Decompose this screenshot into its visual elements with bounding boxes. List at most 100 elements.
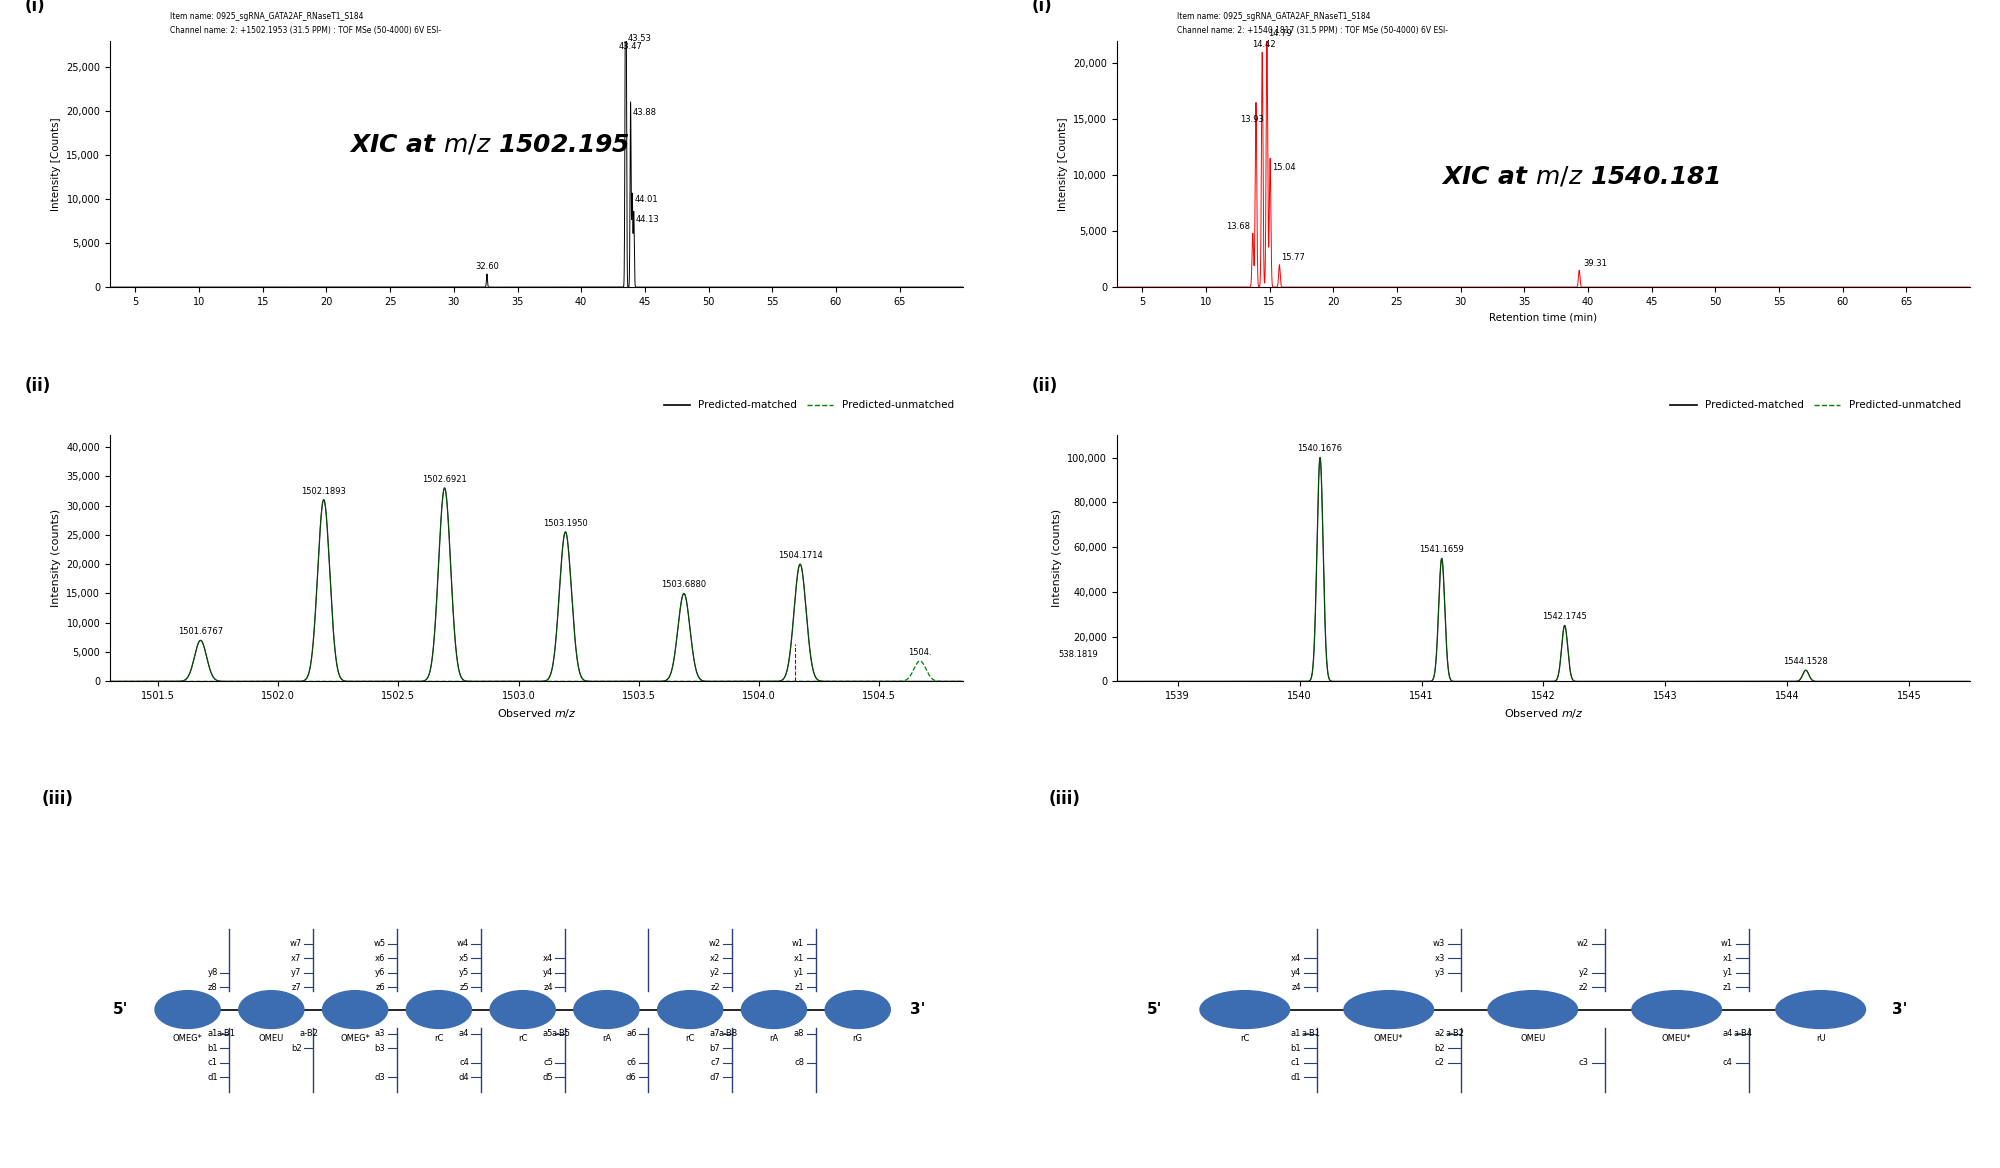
Text: d7: d7 — [710, 1072, 720, 1082]
Text: b1: b1 — [1290, 1044, 1300, 1052]
Text: d4: d4 — [458, 1072, 470, 1082]
Text: b2: b2 — [1434, 1044, 1444, 1052]
Circle shape — [1488, 990, 1578, 1029]
Text: a4: a4 — [1722, 1029, 1732, 1038]
Text: OMEU: OMEU — [258, 1034, 284, 1043]
Text: b7: b7 — [710, 1044, 720, 1052]
Text: z7: z7 — [292, 982, 302, 992]
Text: 15.04: 15.04 — [1272, 162, 1296, 172]
Circle shape — [658, 990, 722, 1029]
Text: 13.93: 13.93 — [1240, 114, 1264, 124]
Text: b2: b2 — [290, 1044, 302, 1052]
Text: 1501.6767: 1501.6767 — [178, 627, 224, 637]
Text: w1: w1 — [1720, 939, 1732, 948]
Text: 43.47: 43.47 — [618, 42, 642, 51]
Text: Channel name: 2: +1540.1817 (31.5 PPM) : TOF MSe (50-4000) 6V ESI-: Channel name: 2: +1540.1817 (31.5 PPM) :… — [1176, 27, 1448, 35]
Text: a3: a3 — [374, 1029, 386, 1038]
Text: 1502.6921: 1502.6921 — [422, 475, 466, 484]
Y-axis label: Intensity [Counts]: Intensity [Counts] — [1058, 117, 1068, 210]
Text: rA: rA — [770, 1034, 778, 1043]
Text: 1541.1659: 1541.1659 — [1420, 544, 1464, 554]
Text: z4: z4 — [544, 982, 552, 992]
Legend: Predicted-matched, Predicted-unmatched: Predicted-matched, Predicted-unmatched — [1666, 396, 1964, 415]
Text: OMEG*: OMEG* — [172, 1034, 202, 1043]
Text: 13.68: 13.68 — [1226, 222, 1250, 231]
Circle shape — [1776, 990, 1866, 1029]
Circle shape — [154, 990, 220, 1029]
Text: w5: w5 — [374, 939, 386, 948]
Text: w2: w2 — [1576, 939, 1588, 948]
Text: z1: z1 — [794, 982, 804, 992]
Text: (ii): (ii) — [1032, 377, 1058, 395]
Y-axis label: Intensity (counts): Intensity (counts) — [1052, 509, 1062, 607]
Text: x7: x7 — [292, 954, 302, 962]
Text: b1: b1 — [208, 1044, 218, 1052]
Text: OMEG*: OMEG* — [340, 1034, 370, 1043]
Text: w7: w7 — [290, 939, 302, 948]
Text: y3: y3 — [1434, 968, 1444, 978]
Text: a7: a7 — [710, 1029, 720, 1038]
Text: (iii): (iii) — [1048, 791, 1080, 808]
Text: c2: c2 — [1434, 1058, 1444, 1068]
Text: z4: z4 — [1292, 982, 1300, 992]
Text: d3: d3 — [374, 1072, 386, 1082]
Text: 14.42: 14.42 — [1252, 40, 1276, 49]
Text: w3: w3 — [1432, 939, 1444, 948]
Text: 39.31: 39.31 — [1582, 259, 1606, 269]
Circle shape — [490, 990, 556, 1029]
Text: 1504.: 1504. — [908, 648, 932, 656]
Text: 1544.1528: 1544.1528 — [1784, 656, 1828, 666]
Text: y6: y6 — [374, 968, 386, 978]
Text: y7: y7 — [292, 968, 302, 978]
Text: c7: c7 — [710, 1058, 720, 1068]
Text: a2: a2 — [1434, 1029, 1444, 1038]
Text: 44.01: 44.01 — [634, 195, 658, 203]
Text: XIC at $m/z$ 1502.195: XIC at $m/z$ 1502.195 — [348, 133, 630, 157]
X-axis label: Observed $m/z$: Observed $m/z$ — [1504, 707, 1584, 719]
Text: a5: a5 — [542, 1029, 552, 1038]
Text: XIC at $m/z$ 1540.181: XIC at $m/z$ 1540.181 — [1442, 165, 1720, 189]
Text: rC: rC — [434, 1034, 444, 1043]
Y-axis label: Intensity [Counts]: Intensity [Counts] — [50, 117, 60, 210]
Text: rC: rC — [518, 1034, 528, 1043]
Text: a1: a1 — [1290, 1029, 1300, 1038]
Text: c8: c8 — [794, 1058, 804, 1068]
Text: a-B8: a-B8 — [718, 1029, 738, 1038]
Text: 5': 5' — [112, 1002, 128, 1017]
Text: y4: y4 — [542, 968, 552, 978]
Text: y2: y2 — [1578, 968, 1588, 978]
Text: a-B2: a-B2 — [1446, 1029, 1464, 1038]
Y-axis label: Intensity (counts): Intensity (counts) — [50, 509, 60, 607]
Circle shape — [574, 990, 638, 1029]
X-axis label: Retention time (min): Retention time (min) — [1490, 312, 1598, 322]
Text: 15.77: 15.77 — [1282, 253, 1306, 263]
Text: 1503.1950: 1503.1950 — [544, 519, 588, 528]
Text: a-B1: a-B1 — [1302, 1029, 1320, 1038]
Text: c1: c1 — [208, 1058, 218, 1068]
Text: z1: z1 — [1724, 982, 1732, 992]
Text: d5: d5 — [542, 1072, 552, 1082]
Text: OMEU*: OMEU* — [1374, 1034, 1404, 1043]
Text: d6: d6 — [626, 1072, 636, 1082]
Text: a-B4: a-B4 — [1734, 1029, 1752, 1038]
Text: (i): (i) — [24, 0, 46, 15]
Text: y4: y4 — [1290, 968, 1300, 978]
Text: b3: b3 — [374, 1044, 386, 1052]
Text: rA: rA — [602, 1034, 612, 1043]
Text: 44.13: 44.13 — [636, 215, 660, 224]
Text: 1504.1714: 1504.1714 — [778, 551, 822, 559]
Text: x3: x3 — [1434, 954, 1444, 962]
Text: OMEU: OMEU — [1520, 1034, 1546, 1043]
Text: 32.60: 32.60 — [476, 263, 498, 271]
Text: x1: x1 — [1722, 954, 1732, 962]
Text: a-B2: a-B2 — [300, 1029, 318, 1038]
Text: c6: c6 — [626, 1058, 636, 1068]
Text: z5: z5 — [460, 982, 470, 992]
Text: c1: c1 — [1290, 1058, 1300, 1068]
Text: c4: c4 — [1722, 1058, 1732, 1068]
Text: a1: a1 — [208, 1029, 218, 1038]
Text: d1: d1 — [1290, 1072, 1300, 1082]
Text: x5: x5 — [458, 954, 470, 962]
Text: y2: y2 — [710, 968, 720, 978]
Text: z6: z6 — [376, 982, 386, 992]
